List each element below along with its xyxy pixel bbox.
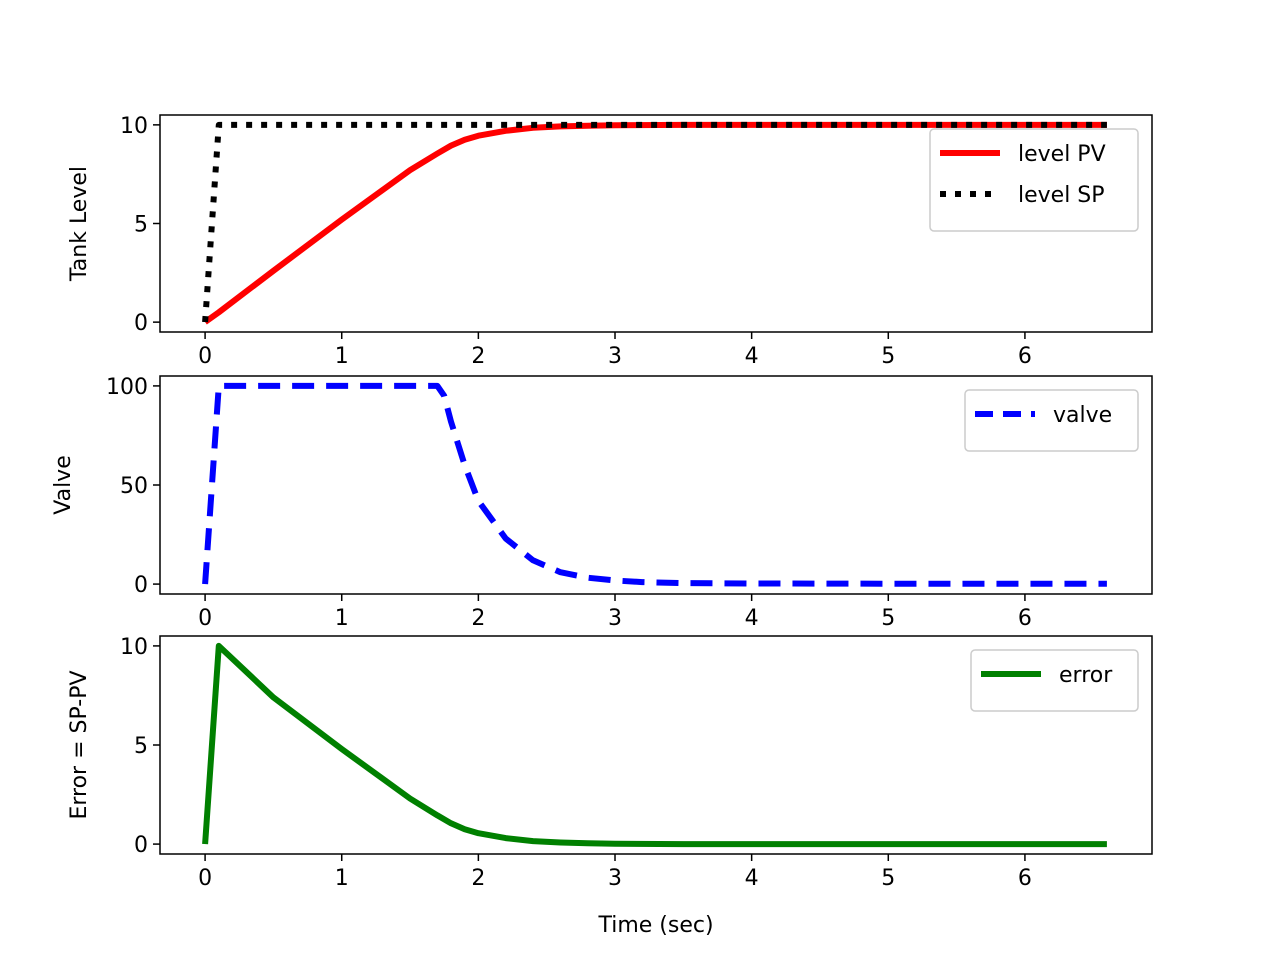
series-line-valve [202,382,1107,587]
y-tick-label: 10 [120,635,148,660]
x-tick-label: 3 [608,344,622,369]
x-tick-label: 5 [881,866,895,891]
series-line-error [202,642,1107,848]
y-axis-label: Valve [51,455,76,515]
x-tick-label: 6 [1018,606,1032,631]
x-axis-label: Time (sec) [597,913,713,938]
x-tick-label: 4 [745,606,759,631]
x-tick-label: 5 [881,344,895,369]
x-tick-label: 6 [1018,344,1032,369]
legend-label: level SP [1018,183,1105,208]
y-axis-label: Tank Level [67,166,92,282]
x-tick-label: 6 [1018,866,1032,891]
x-tick-label: 0 [198,344,212,369]
y-tick-label: 10 [120,114,148,139]
y-tick-label: 0 [134,833,148,858]
legend: valve [964,389,1139,452]
subplot-3: 0 1 2 3 4 5 6 0 5 10 Error = SP-PV Time (sec) error [67,635,1153,938]
x-tick-label: 0 [198,866,212,891]
y-tick-label: 5 [134,213,148,238]
x-tick-label: 3 [608,606,622,631]
x-tick-label: 4 [745,866,759,891]
legend: level PV level SP [929,128,1139,232]
x-tick-label: 4 [745,344,759,369]
x-tick-label: 2 [471,866,485,891]
y-tick-label: 50 [120,474,148,499]
x-tick-label: 1 [335,344,349,369]
subplot-2: 0 1 2 3 4 5 6 0 50 100 Valve valve [51,375,1153,631]
x-tick-label: 0 [198,606,212,631]
series-line-level-pv [203,121,1107,325]
y-tick-label: 0 [134,573,148,598]
x-tick-label: 1 [335,606,349,631]
legend-label: level PV [1018,142,1106,167]
y-tick-label: 5 [134,734,148,759]
legend-label: error [1059,663,1113,688]
y-axis-label: Error = SP-PV [67,670,92,819]
y-tick-label: 100 [106,375,148,400]
x-tick-label: 1 [335,866,349,891]
legend: error [970,649,1139,712]
x-tick-label: 2 [471,606,485,631]
y-tick-label: 0 [134,311,148,336]
x-tick-label: 3 [608,866,622,891]
legend-box [970,649,1139,712]
subplot-1: 0 1 2 3 4 5 6 0 5 10 Tank Level level PV level SP [67,114,1153,369]
legend-label: valve [1053,403,1112,428]
x-tick-label: 5 [881,606,895,631]
x-tick-label: 2 [471,344,485,369]
legend-box [964,389,1139,452]
